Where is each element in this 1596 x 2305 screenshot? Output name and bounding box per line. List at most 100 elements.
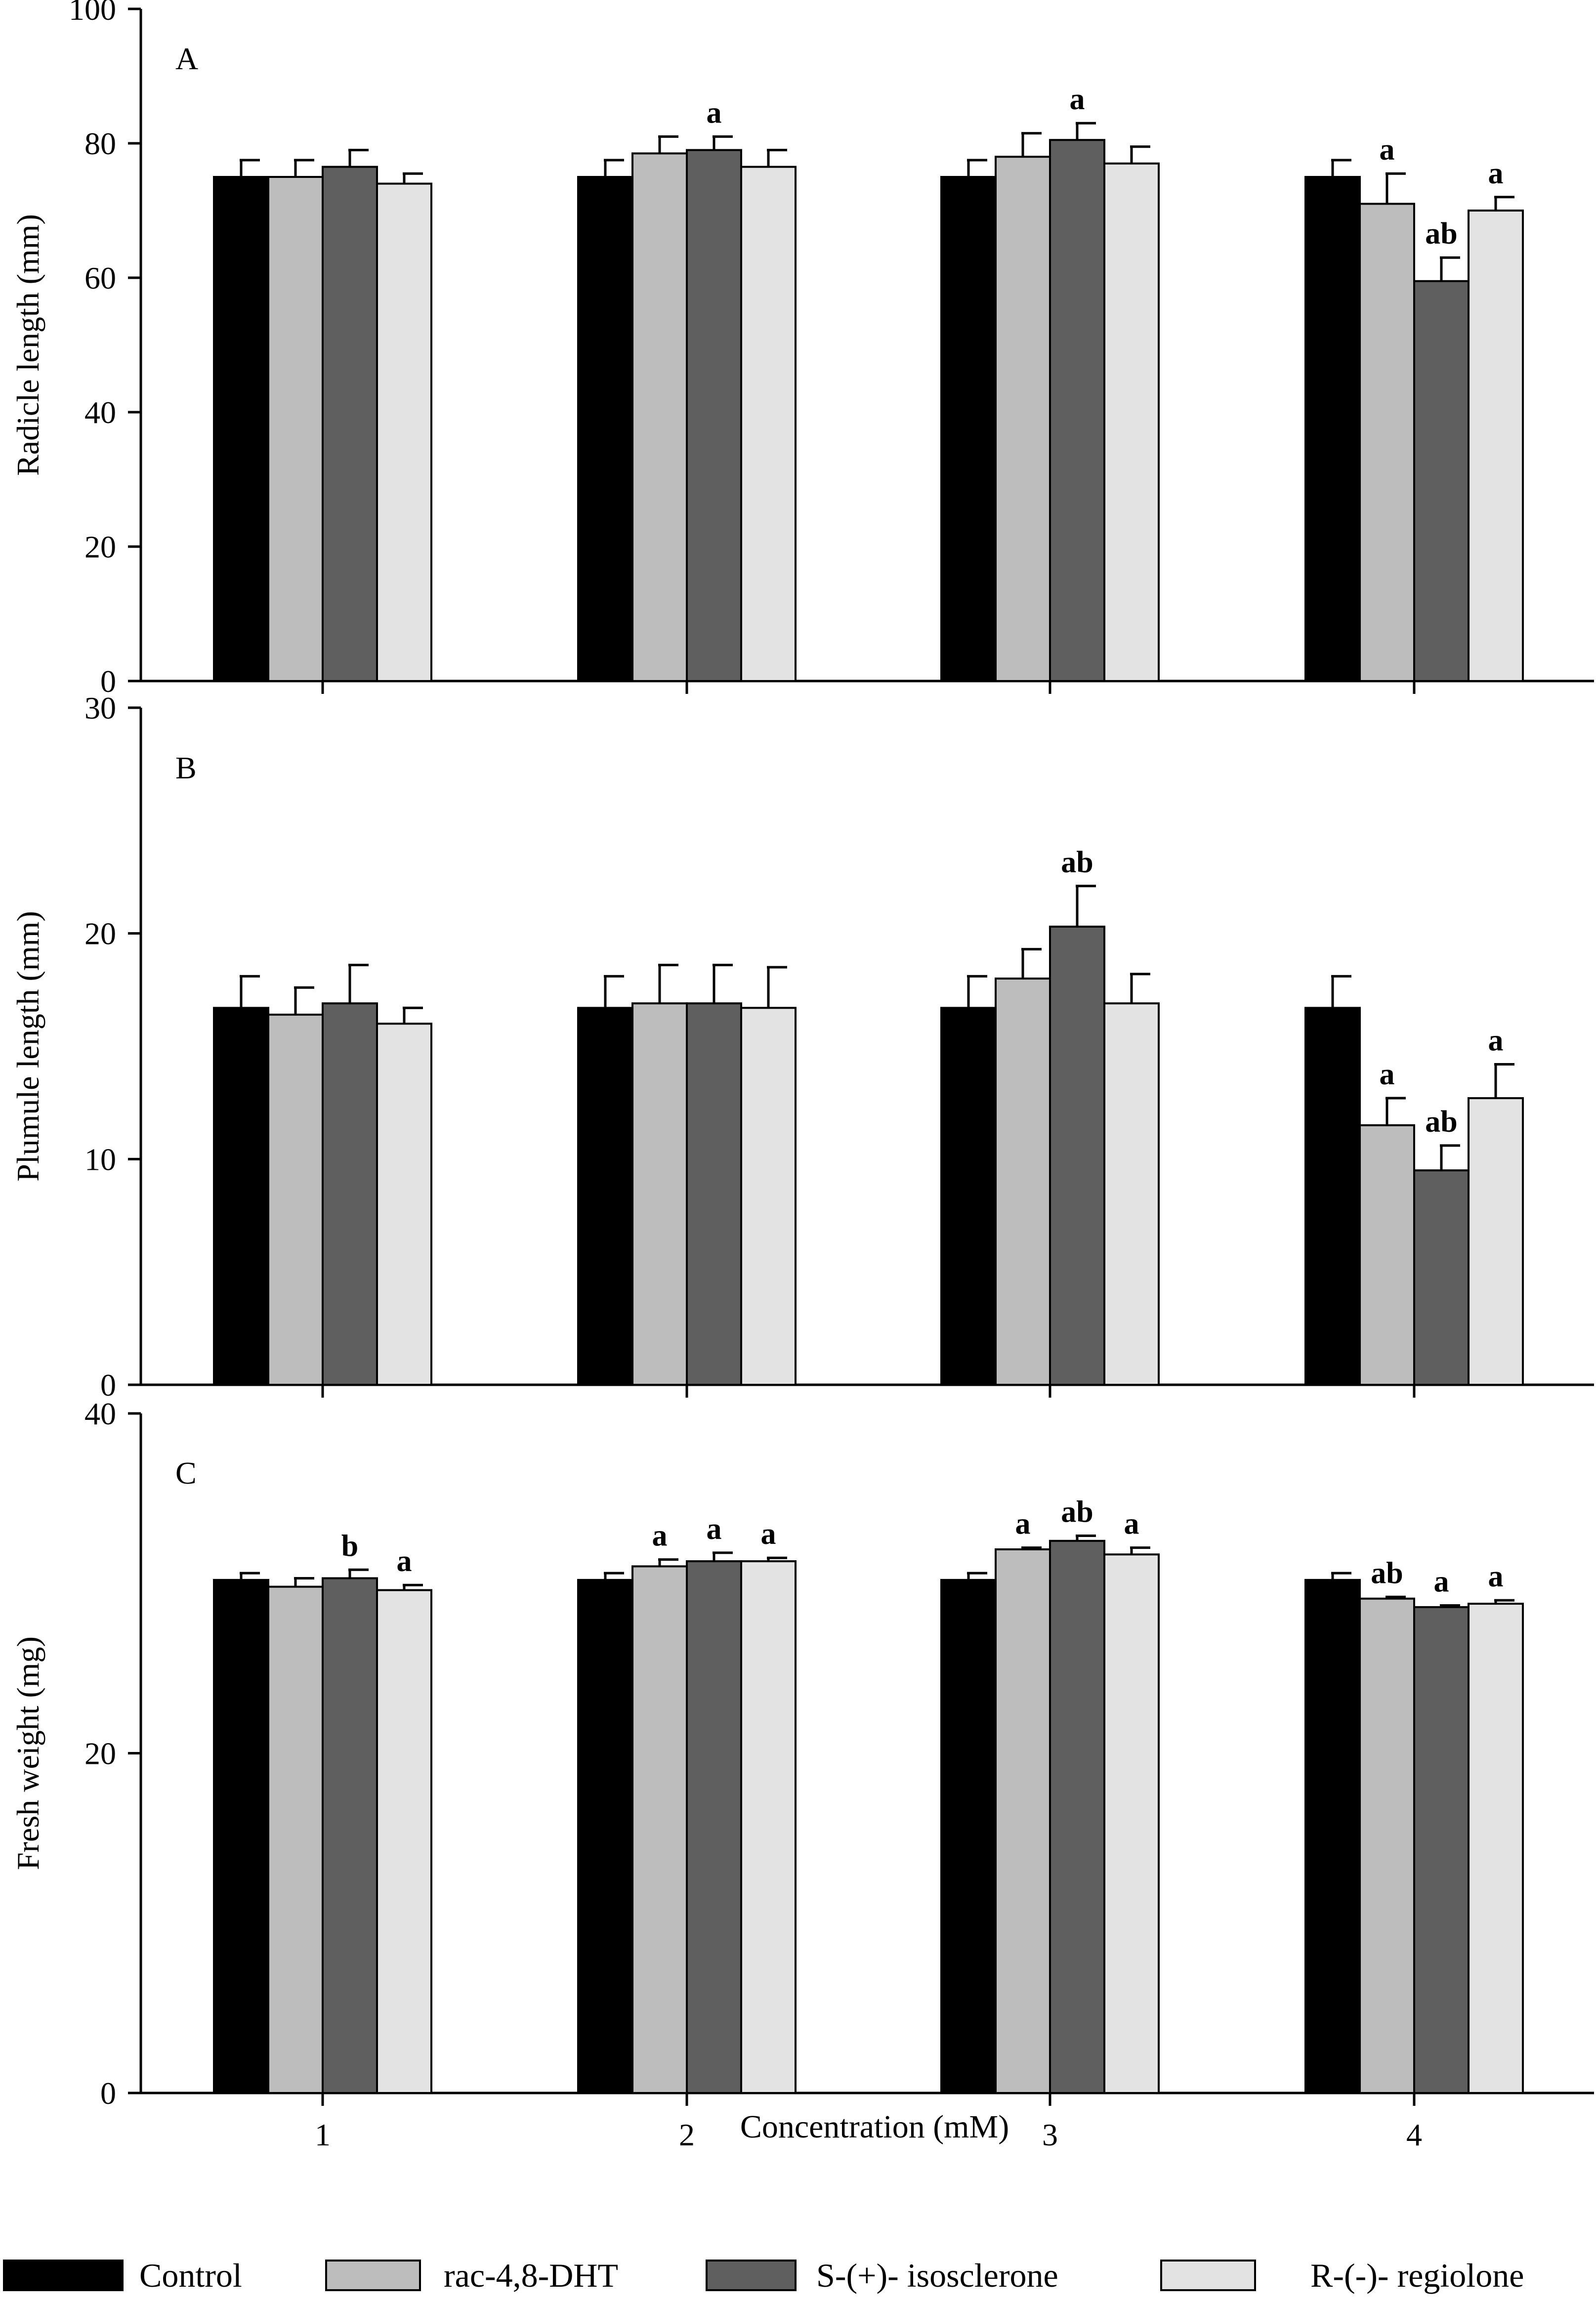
- significance-label: a: [707, 1512, 722, 1546]
- bar: [740, 1007, 797, 1386]
- panel-label: A: [175, 41, 198, 76]
- significance-label: b: [341, 1529, 358, 1563]
- bar: [1049, 925, 1105, 1386]
- x-tick-label: 4: [1406, 2117, 1422, 2152]
- significance-label: ab: [1061, 1495, 1093, 1529]
- bar: [577, 176, 633, 682]
- bar: [940, 1007, 997, 1386]
- significance-label: a: [397, 1544, 412, 1578]
- bar: [995, 978, 1051, 1386]
- y-tick-label: 60: [84, 260, 116, 296]
- bar: [1304, 1579, 1361, 2094]
- bar: [1359, 1124, 1415, 1386]
- y-tick-label: 100: [69, 0, 116, 27]
- x-axis-title: Concentration (mM): [740, 2109, 1009, 2145]
- y-axis-title: Fresh weight (mg): [10, 1636, 45, 1870]
- bar: [267, 1014, 324, 1386]
- bar: [686, 149, 742, 683]
- bar: [1413, 1606, 1470, 2094]
- bar: [376, 1023, 432, 1386]
- bar: [213, 1007, 269, 1386]
- bar: [1413, 1169, 1470, 1386]
- significance-label: a: [761, 1517, 776, 1551]
- legend-label-control: Control: [139, 2257, 242, 2294]
- bar: [631, 1565, 688, 2094]
- significance-label: a: [1380, 133, 1395, 167]
- panel-label: C: [175, 1455, 197, 1491]
- significance-label: a: [1015, 1507, 1031, 1541]
- bar: [1103, 1553, 1160, 2094]
- x-tick-label: 2: [679, 2117, 695, 2152]
- y-tick-label: 30: [84, 690, 116, 726]
- y-tick-label: 0: [100, 664, 116, 699]
- y-tick-label: 20: [84, 1736, 116, 1771]
- bar: [940, 1579, 997, 2094]
- bar: [1468, 210, 1524, 682]
- bar: [322, 166, 378, 683]
- y-tick-label: 0: [100, 2076, 116, 2111]
- bar: [1359, 1597, 1415, 2094]
- significance-label: ab: [1425, 1105, 1457, 1139]
- y-tick-label: 10: [84, 1142, 116, 1177]
- significance-label: a: [707, 96, 722, 129]
- bar: [940, 176, 997, 682]
- significance-label: ab: [1371, 1556, 1403, 1590]
- bar: [1468, 1603, 1524, 2094]
- legend-swatch-rac-dht: [325, 2260, 421, 2291]
- significance-label: a: [1488, 157, 1504, 190]
- bar: [213, 176, 269, 682]
- bar: [376, 182, 432, 683]
- bar: [1304, 176, 1361, 682]
- significance-label: a: [1488, 1560, 1504, 1593]
- bar: [631, 1002, 688, 1386]
- bar: [686, 1560, 742, 2094]
- bar: [1049, 139, 1105, 683]
- y-tick-label: 80: [84, 126, 116, 161]
- x-tick-label: 3: [1042, 2117, 1058, 2152]
- bar: [686, 1002, 742, 1386]
- legend-label-rac-dht: rac-4,8-DHT: [444, 2257, 618, 2294]
- bar: [376, 1589, 432, 2094]
- bar: [1103, 162, 1160, 682]
- significance-label: a: [1434, 1565, 1449, 1598]
- legend: Control rac-4,8-DHT S-(+)- isosclerone R…: [3, 2257, 1524, 2294]
- significance-label: ab: [1425, 217, 1457, 251]
- bar: [213, 1579, 269, 2094]
- bar: [1103, 1002, 1160, 1386]
- legend-label-isosclerone: S-(+)- isosclerone: [816, 2257, 1058, 2294]
- bar: [995, 156, 1051, 683]
- legend-swatch-regiolone: [1160, 2260, 1256, 2291]
- bar: [1304, 1007, 1361, 1386]
- x-axis-title-group: Concentration (mM): [740, 2109, 1009, 2145]
- y-tick-label: 0: [100, 1367, 116, 1403]
- bar: [631, 152, 688, 682]
- y-tick-label: 40: [84, 395, 116, 430]
- legend-swatch-isosclerone: [706, 2260, 797, 2291]
- legend-label-regiolone: R-(-)- regiolone: [1310, 2257, 1524, 2294]
- significance-label: a: [1488, 1024, 1504, 1058]
- y-axis-title: Radicle length (mm): [10, 214, 45, 476]
- panel-label: B: [175, 750, 197, 785]
- bar: [995, 1548, 1051, 2094]
- y-tick-label: 20: [84, 529, 116, 564]
- bar: [1049, 1539, 1105, 2094]
- bar: [577, 1579, 633, 2094]
- significance-label: a: [1124, 1507, 1139, 1541]
- bar: [267, 1585, 324, 2094]
- bar: [1468, 1097, 1524, 1386]
- bar: [1359, 203, 1415, 682]
- y-tick-label: 20: [84, 916, 116, 951]
- y-tick-label: 40: [84, 1396, 116, 1431]
- significance-label: ab: [1061, 846, 1093, 879]
- bar: [1413, 280, 1470, 682]
- bar: [577, 1007, 633, 1386]
- x-tick-label: 1: [315, 2117, 331, 2152]
- bar: [267, 176, 324, 682]
- bar: [740, 166, 797, 683]
- bar: [740, 1560, 797, 2094]
